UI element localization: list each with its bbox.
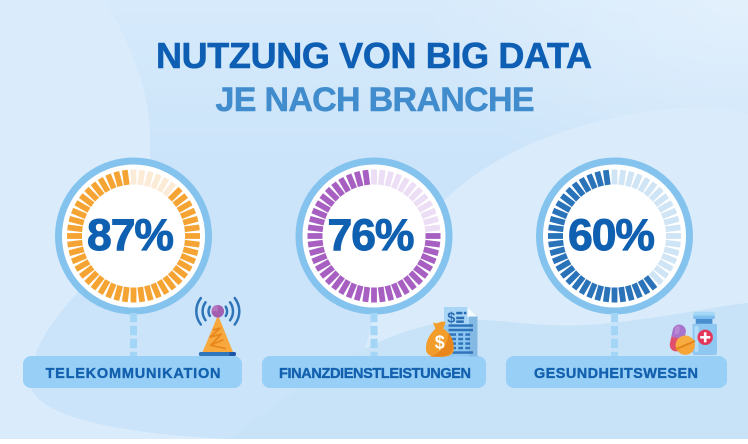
svg-text:GESUNDHEITSWESEN: GESUNDHEITSWESEN: [534, 366, 698, 382]
svg-text:$: $: [435, 332, 445, 352]
svg-text:JE NACH BRANCHE: JE NACH BRANCHE: [216, 81, 535, 119]
svg-text:FINANZDIENSTLEISTUNGEN: FINANZDIENSTLEISTUNGEN: [279, 366, 471, 382]
svg-text:76%: 76%: [328, 211, 415, 260]
svg-text:TELEKOMMUNIKATION: TELEKOMMUNIKATION: [46, 366, 221, 382]
svg-text:NUTZUNG VON BIG DATA: NUTZUNG VON BIG DATA: [156, 35, 592, 76]
svg-text:$: $: [447, 310, 455, 326]
svg-text:87%: 87%: [87, 211, 174, 260]
svg-text:60%: 60%: [568, 211, 655, 260]
